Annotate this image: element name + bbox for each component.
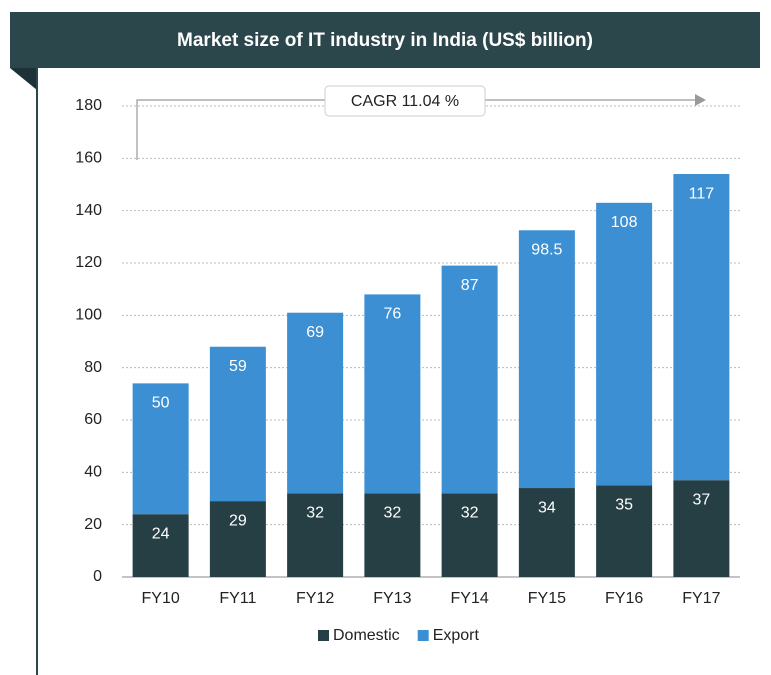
y-tick-label: 140 bbox=[75, 202, 102, 219]
banner-fold bbox=[10, 68, 37, 90]
x-tick-label: FY15 bbox=[528, 590, 566, 607]
bar-segment bbox=[518, 230, 575, 489]
data-label: 32 bbox=[306, 504, 324, 521]
y-tick-label: 40 bbox=[84, 464, 102, 481]
data-label: 29 bbox=[229, 512, 247, 529]
bar-segment bbox=[441, 493, 498, 577]
chart-title: Market size of IT industry in India (US$… bbox=[177, 30, 593, 51]
bar-segment bbox=[287, 312, 344, 494]
y-tick-label: 20 bbox=[84, 516, 102, 533]
x-tick-label: FY11 bbox=[219, 590, 256, 607]
legend-swatch bbox=[318, 630, 329, 641]
cagr-arrowhead bbox=[695, 94, 706, 106]
y-tick-label: 0 bbox=[93, 568, 102, 585]
bar-segment bbox=[518, 488, 575, 577]
data-label: 34 bbox=[538, 499, 556, 516]
bar-segment bbox=[209, 501, 266, 577]
bar-segment bbox=[209, 346, 266, 502]
data-label: 59 bbox=[229, 358, 247, 375]
cagr-arrow bbox=[136, 99, 695, 160]
data-label: 50 bbox=[152, 395, 170, 412]
bar-segment bbox=[441, 265, 498, 494]
data-label: 76 bbox=[383, 306, 401, 323]
x-tick-label: FY14 bbox=[451, 590, 489, 607]
legend-swatch bbox=[417, 630, 429, 641]
data-label: 87 bbox=[461, 277, 479, 294]
x-tick-label: FY12 bbox=[296, 590, 334, 607]
title-banner bbox=[10, 12, 760, 68]
y-tick-label: 160 bbox=[75, 150, 102, 167]
data-label: 69 bbox=[306, 324, 324, 341]
cagr-box bbox=[324, 85, 486, 117]
bar-segment bbox=[364, 294, 421, 494]
bar-segment bbox=[673, 174, 730, 481]
x-tick-label: FY17 bbox=[682, 590, 720, 607]
bar-segment bbox=[132, 383, 189, 515]
data-label: 108 bbox=[611, 214, 638, 231]
data-label: 35 bbox=[615, 497, 633, 514]
y-tick-label: 60 bbox=[84, 411, 102, 428]
y-tick-label: 120 bbox=[75, 254, 102, 271]
bar-segment bbox=[287, 493, 344, 577]
x-tick-label: FY16 bbox=[605, 590, 643, 607]
bar-segment bbox=[132, 514, 189, 577]
y-tick-label: 100 bbox=[75, 307, 102, 324]
x-tick-label: FY10 bbox=[142, 590, 180, 607]
y-tick-label: 80 bbox=[84, 359, 102, 376]
data-label: 32 bbox=[383, 504, 401, 521]
data-label: 98.5 bbox=[531, 242, 562, 259]
data-label: 117 bbox=[689, 185, 715, 202]
x-tick-label: FY13 bbox=[373, 590, 411, 607]
bar-segment bbox=[673, 480, 730, 577]
data-label: 24 bbox=[152, 525, 170, 542]
bar-segment bbox=[596, 485, 653, 577]
data-label: 32 bbox=[461, 504, 479, 521]
y-tick-label: 180 bbox=[75, 97, 102, 114]
annotation: CAGR 11.04 % bbox=[351, 93, 459, 110]
bar-segment bbox=[596, 202, 653, 486]
bar-segment bbox=[364, 493, 421, 577]
legend-label: Export bbox=[433, 627, 480, 644]
legend-label: Domestic bbox=[333, 627, 400, 644]
data-label: 37 bbox=[692, 491, 710, 508]
